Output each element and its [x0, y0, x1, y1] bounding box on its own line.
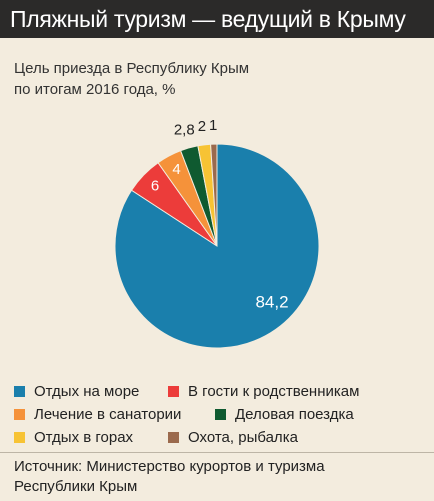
legend-label: Охота, рыбалка — [188, 429, 298, 446]
legend-label: Отдых на море — [34, 383, 140, 400]
chart-header: Пляжный туризм — ведущий в Крыму — [0, 0, 434, 38]
legend-item-sea: Отдых на море — [14, 383, 139, 400]
chart-subtitle: Цель приезда в Республику Крым по итогам… — [14, 58, 414, 100]
legend-label: Деловая поездка — [235, 406, 354, 423]
slice-hunting-value-label: 1 — [209, 117, 217, 134]
slice-sanatorium-value-label: 4 — [172, 161, 180, 178]
slice-mountains-value-label: 2 — [198, 118, 206, 135]
legend-swatch — [14, 432, 25, 443]
legend-item-mountains: Отдых в горах — [14, 429, 133, 446]
legend-label: Лечение в санатории — [34, 406, 182, 423]
legend-item-relatives: В гости к родственникам — [168, 383, 359, 400]
subtitle-line-2: по итогам 2016 года, % — [14, 81, 176, 98]
pie-chart: 84,2 64 2,8 2 1 — [114, 117, 320, 349]
slice-relatives-value-label: 6 — [151, 177, 159, 194]
subtitle-line-1: Цель приезда в Республику Крым — [14, 60, 250, 77]
source-line-1: Источник: Министерство курортов и туризм… — [14, 458, 325, 475]
source-line-2: Республики Крым — [14, 478, 138, 495]
legend-item-sanatorium: Лечение в санатории — [14, 406, 181, 423]
legend-label: В гости к родственникам — [188, 383, 360, 400]
legend-item-hunting: Охота, рыбалка — [168, 429, 298, 446]
legend-swatch — [14, 409, 25, 420]
legend-label: Отдых в горах — [34, 429, 134, 446]
slice-hunting — [210, 143, 218, 247]
slice-sea-value-label: 84,2 — [255, 292, 288, 311]
slice-sea — [114, 143, 320, 349]
legend-swatch — [168, 432, 179, 443]
chart-title: Пляжный туризм — ведущий в Крыму — [10, 6, 406, 32]
legend-swatch — [215, 409, 226, 420]
legend-item-business: Деловая поездка — [215, 406, 354, 423]
source-note: Источник: Министерство курортов и туризм… — [0, 452, 434, 501]
legend-swatch — [14, 386, 25, 397]
legend-swatch — [168, 386, 179, 397]
slice-business-value-label: 2,8 — [174, 122, 195, 139]
